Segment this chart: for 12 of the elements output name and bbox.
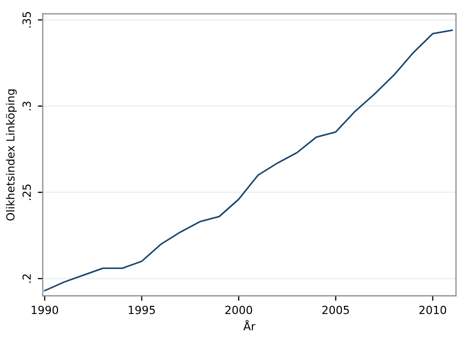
y-tick-label: .25 bbox=[22, 184, 31, 200]
x-tick-label: 2005 bbox=[322, 306, 349, 314]
y-axis-title: Olikhetsindex Linköping bbox=[6, 90, 17, 221]
x-tick-label: 1995 bbox=[128, 306, 155, 314]
y-tick-label: .2 bbox=[22, 274, 31, 283]
x-tick-label: 2000 bbox=[225, 306, 252, 314]
y-tick-label: .35 bbox=[22, 12, 31, 28]
x-tick-label: 2010 bbox=[419, 306, 446, 314]
x-tick-label: 1990 bbox=[32, 306, 58, 314]
x-axis-title: År bbox=[243, 320, 256, 330]
y-tick-label: .3 bbox=[22, 102, 31, 110]
line-series bbox=[44, 29, 453, 292]
